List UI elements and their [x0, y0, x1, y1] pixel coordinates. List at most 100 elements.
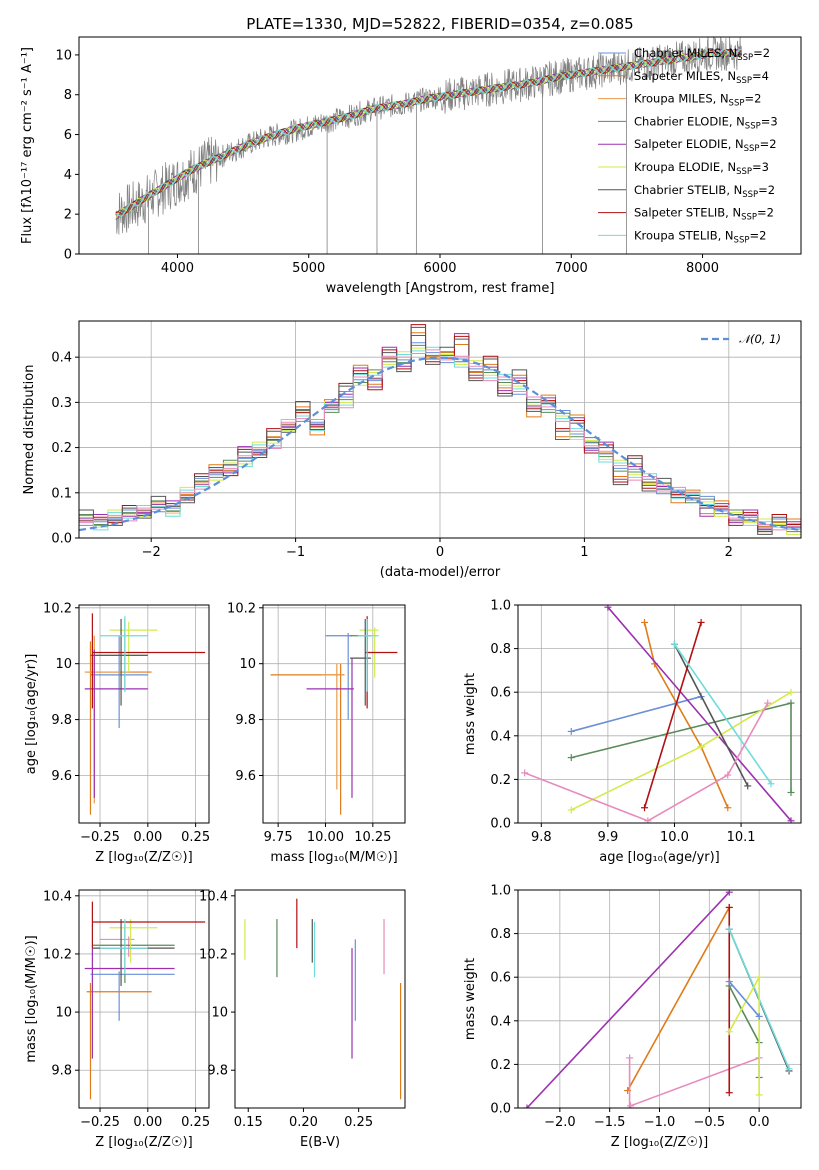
x-tick-label: 8000 — [686, 261, 719, 276]
x-tick-label: −0.5 — [694, 1115, 726, 1130]
weight-line — [673, 643, 772, 785]
y-tick-label: 10 — [55, 657, 72, 672]
legend-entry-sub: SSP — [729, 99, 745, 109]
y-tick-label: 0.6 — [490, 686, 511, 701]
x-axis-label: age [log₁₀(age/yr)] — [599, 850, 720, 865]
y-tick-label: 0.6 — [490, 971, 511, 986]
x-axis-label: Z [log₁₀(Z/Z☉)] — [611, 1135, 708, 1150]
histogram-step — [79, 326, 801, 538]
weight-line — [607, 606, 792, 822]
x-tick-label: −1.0 — [644, 1115, 676, 1130]
y-tick-label: 0.2 — [51, 441, 72, 456]
y-tick-label: 6 — [64, 128, 72, 143]
y-axis-label: Flux [fλ10⁻¹⁷ erg cm⁻² s⁻¹ A⁻¹] — [20, 47, 35, 244]
chart-weight_vs_Z: −2.0 −1.5 −1.0 −0.5 0.0 0.0 0.2 0.4 0.6 0.8 1.0 Z [… — [463, 884, 802, 1150]
x-tick-label: 10.1 — [727, 830, 756, 845]
legend-entry-count: =2 — [753, 46, 770, 60]
legend-entry-count: =2 — [760, 137, 777, 151]
y-tick-label: 9.8 — [235, 713, 256, 728]
chart-age_vs_Z: −0.25 0.00 0.25 9.6 9.8 10 10.2 Z [log₁₀(Z/Z☉)]… — [24, 601, 210, 865]
x-tick-label: 0.25 — [344, 1115, 373, 1130]
y-tick-label: 10 — [211, 1006, 228, 1021]
y-tick-label: 9.6 — [235, 769, 256, 784]
weight-line — [643, 622, 702, 808]
x-tick-label: 2 — [725, 545, 733, 560]
legend-entry: Kroupa ELODIE, NSSP=3 — [634, 160, 769, 177]
legend-entry-sub: SSP — [742, 190, 758, 200]
x-tick-label: 0.0 — [749, 1115, 770, 1130]
x-axis-label: E(B-V) — [300, 1135, 340, 1150]
x-axis-label: mass [log₁₀(M/M☉)] — [270, 850, 397, 865]
plot-area-spectrum — [115, 37, 743, 254]
x-axis-label: Z [log₁₀(Z/Z☉)] — [95, 850, 192, 865]
y-axis-label: age [log₁₀(age/yr)] — [24, 654, 39, 775]
chart-weight_vs_age: 9.8 9.9 10.0 10.1 0.0 0.2 0.4 0.6 0.8 1.0 age [log… — [463, 599, 802, 865]
legend-entry: Salpeter ELODIE, NSSP=2 — [634, 137, 777, 154]
y-tick-label: 10 — [55, 48, 72, 63]
plot-area-age_vs_Z — [84, 613, 206, 815]
x-tick-label: 0 — [436, 545, 444, 560]
legend-entry-name: Chabrier STELIB, N — [634, 183, 742, 197]
histogram-step — [79, 349, 801, 538]
y-tick-label: 10.4 — [199, 889, 228, 904]
x-tick-label: 6000 — [423, 261, 456, 276]
x-tick-label: 9.75 — [264, 830, 293, 845]
y-axis-label: mass [log₁₀(M/M☉)] — [24, 935, 39, 1062]
weight-line — [571, 695, 702, 733]
y-tick-label: 10 — [55, 1006, 72, 1021]
legend-entry-sub: SSP — [745, 121, 761, 131]
y-tick-label: 10 — [239, 657, 256, 672]
legend-entry-count: =3 — [752, 160, 769, 174]
legend-entry-name: Kroupa ELODIE, N — [634, 160, 736, 174]
axes-frame — [262, 604, 406, 824]
plot-area-weight_vs_Z — [523, 890, 793, 1108]
y-tick-label: 9.8 — [51, 1064, 72, 1079]
legend-entry-count: =2 — [749, 228, 766, 242]
chart-age_vs_mass: 9.75 10.00 10.25 9.6 9.8 10 10.2 mass [log₁₀(M/… — [227, 601, 406, 865]
normal-curve — [79, 356, 801, 532]
plot-area-residual_hist — [79, 324, 801, 538]
legend-entry: Chabrier MILES, NSSP=2 — [634, 46, 770, 63]
plot-area-weight_vs_age — [521, 605, 795, 823]
legend-entry-count: =2 — [757, 206, 774, 220]
axes-frame — [78, 889, 210, 1109]
x-tick-label: 5000 — [292, 261, 325, 276]
legend-entry-sub: SSP — [736, 167, 752, 177]
y-tick-label: 0.3 — [51, 396, 72, 411]
y-axis-label: Normed distribution — [22, 365, 37, 495]
axes-frame — [517, 604, 802, 824]
weight-line — [643, 622, 729, 809]
y-tick-label: 1.0 — [490, 599, 511, 614]
x-tick-label: 0.00 — [133, 830, 162, 845]
y-tick-label: 9.8 — [51, 713, 72, 728]
y-tick-label: 0.8 — [490, 927, 511, 942]
chart-mass_vs_ebv: 0.15 0.20 0.25 9.8 10 10.2 10.4 E(B-V) — [199, 889, 406, 1150]
x-tick-label: 10.25 — [354, 830, 391, 845]
x-tick-label: 9.8 — [531, 830, 552, 845]
plot-area-mass_vs_ebv — [244, 898, 402, 1100]
chart-mass_vs_Z: −0.25 0.00 0.25 9.8 10 10.2 10.4 Z [log₁₀(Z/Z☉)… — [24, 889, 210, 1150]
chart-spectrum: 4000 5000 6000 7000 8000 0 2 4 6 8 10 wavelength [A… — [20, 36, 802, 296]
figure-title: PLATE=1330, MJD=52822, FIBERID=0354, z=0… — [246, 15, 633, 33]
y-tick-label: 0.4 — [51, 351, 72, 366]
x-tick-label: −2.0 — [544, 1115, 576, 1130]
legend-entry-count: =4 — [752, 69, 769, 83]
legend-entry-sub: SSP — [741, 213, 757, 223]
legend-entry: Kroupa MILES, NSSP=2 — [634, 92, 761, 109]
x-axis-label: wavelength [Angstrom, rest frame] — [326, 281, 555, 296]
legend-entry-name: Chabrier MILES, N — [634, 46, 737, 60]
legend-entry-name: Kroupa MILES, N — [634, 92, 729, 106]
y-tick-label: 0.0 — [490, 817, 511, 832]
x-axis-label: Z [log₁₀(Z/Z☉)] — [95, 1135, 192, 1150]
x-tick-label: 0.25 — [181, 830, 210, 845]
axes-frame — [78, 604, 210, 824]
x-tick-label: −0.25 — [80, 1115, 120, 1130]
y-axis-label: mass weight — [463, 958, 478, 1040]
model-line — [115, 49, 742, 216]
axes-frame — [517, 889, 802, 1109]
y-tick-label: 0.4 — [490, 729, 511, 744]
axes-frame — [78, 36, 802, 255]
chart-residual_hist: −2 −1 0 1 2 0.0 0.1 0.2 0.3 0.4 (data-model)/error… — [22, 320, 802, 580]
